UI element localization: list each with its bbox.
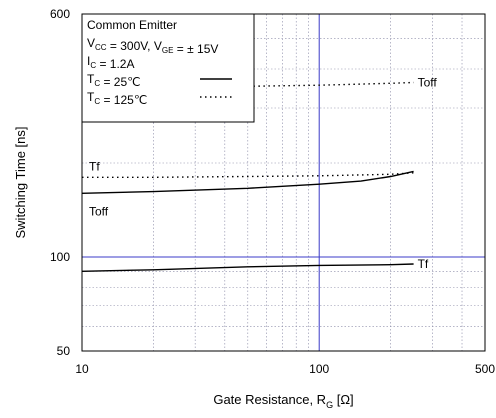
legend-text: = 1.2A <box>96 57 134 71</box>
series-labels: Toff Tf Toff Tf <box>89 76 437 271</box>
legend-subscript: C <box>94 97 100 106</box>
legend-subscript: C <box>94 79 100 88</box>
legend-text: V <box>87 36 95 50</box>
x-tick-labels: 10 100 500 <box>75 362 495 376</box>
series-line-3 <box>81 263 414 272</box>
legend-subscript: GE <box>162 46 174 55</box>
x-tick-label: 500 <box>475 362 495 376</box>
series-label-1: Tf <box>89 159 100 173</box>
y-tick-label: 50 <box>57 344 71 358</box>
legend-subscript: CC <box>95 43 107 52</box>
legend-text: = 300V, V <box>107 39 162 53</box>
legend-text: T <box>87 72 95 86</box>
legend-text: = 125℃ <box>100 93 147 107</box>
legend-text: T <box>87 90 95 104</box>
x-axis-label: Gate Resistance, RG [Ω] <box>213 392 353 410</box>
legend-text: Common Emitter <box>87 18 177 32</box>
legend-text: I <box>87 54 90 68</box>
legend-subscript: C <box>90 61 96 70</box>
legend-line-2: IC = 1.2A <box>87 54 135 71</box>
x-axis-label-sub: G <box>326 400 333 410</box>
legend-text: = 25℃ <box>100 75 141 89</box>
y-tick-label: 600 <box>50 7 70 21</box>
legend-line-0: Common Emitter <box>87 18 177 32</box>
legend-line-4: TC = 125℃ <box>87 90 147 107</box>
x-axis-label-unit-text: [Ω] <box>337 392 354 407</box>
x-tick-label: 100 <box>309 362 329 376</box>
x-tick-label: 10 <box>75 362 89 376</box>
y-tick-labels: 50 100 600 <box>50 7 70 358</box>
x-axis-label-main: Gate Resistance, R <box>213 392 326 407</box>
series-line-2 <box>81 170 414 194</box>
major-grid <box>82 14 485 351</box>
y-tick-label: 100 <box>50 250 70 264</box>
legend-frame <box>81 13 255 123</box>
series-label-3: Tf <box>418 257 429 271</box>
series-label-0: Toff <box>418 76 438 90</box>
legend-line-3: TC = 25℃ <box>87 72 141 89</box>
series-layer <box>81 81 414 272</box>
plot-frame <box>81 13 486 352</box>
legend-line-1: VCC = 300V, VGE = ± 15V <box>87 36 218 56</box>
series-line-0 <box>153 81 414 88</box>
y-axis-label: Switching Time [ns] <box>13 127 28 239</box>
series-label-2: Toff <box>89 204 109 218</box>
legend-text: = ± 15V <box>173 42 218 56</box>
